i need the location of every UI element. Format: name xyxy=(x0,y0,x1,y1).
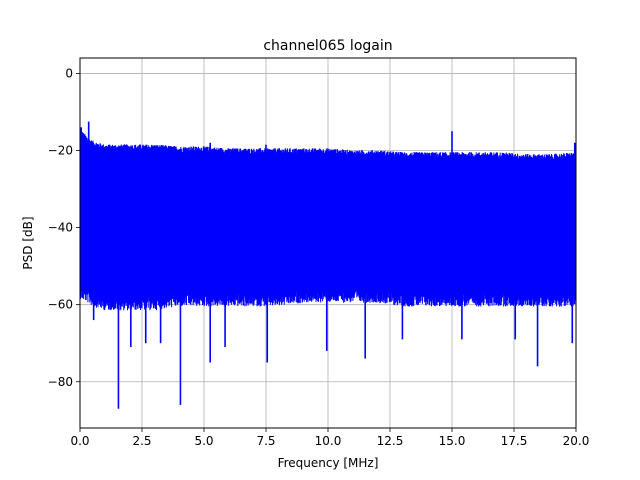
y-tick-label: −20 xyxy=(48,144,73,158)
x-axis: 0.0 2.5 5.0 7.5 10.0 12.5 15.0 17.5 20.0 xyxy=(70,428,589,448)
x-tick-label: 15.0 xyxy=(439,434,466,448)
y-axis: 0 −20 −40 −60 −80 xyxy=(48,66,80,389)
y-tick-label: −40 xyxy=(48,221,73,235)
x-tick-label: 20.0 xyxy=(563,434,590,448)
series-psd xyxy=(80,121,576,409)
x-tick-label: 0.0 xyxy=(70,434,89,448)
x-tick-label: 17.5 xyxy=(501,434,528,448)
x-axis-label: Frequency [MHz] xyxy=(278,456,379,470)
x-tick-label: 12.5 xyxy=(377,434,404,448)
x-tick-label: 7.5 xyxy=(256,434,275,448)
x-tick-label: 10.0 xyxy=(315,434,342,448)
x-tick-label: 2.5 xyxy=(132,434,151,448)
psd-trace xyxy=(80,130,576,311)
y-axis-label: PSD [dB] xyxy=(21,216,35,269)
y-tick-label: −60 xyxy=(48,298,73,312)
y-tick-label: −80 xyxy=(48,375,73,389)
x-tick-label: 5.0 xyxy=(194,434,213,448)
y-tick-label: 0 xyxy=(65,66,73,80)
chart-title: channel065 logain xyxy=(263,38,392,54)
